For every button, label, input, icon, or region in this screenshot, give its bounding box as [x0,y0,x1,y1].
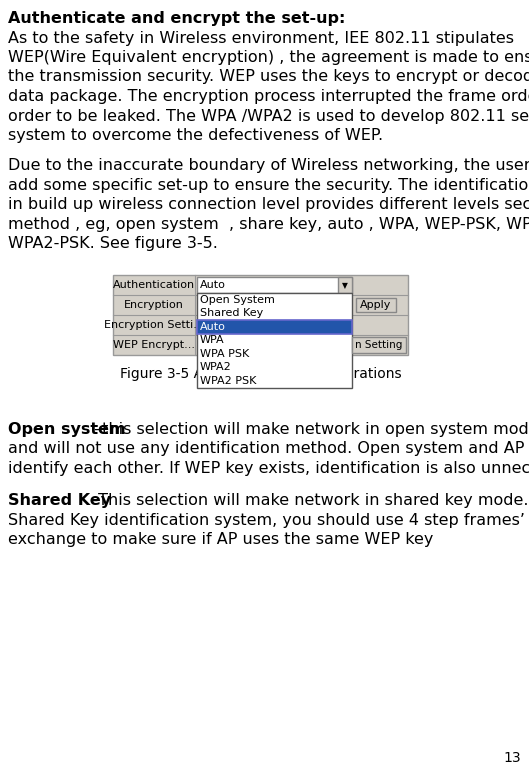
Text: exchange to make sure if AP uses the same WEP key: exchange to make sure if AP uses the sam… [8,532,433,547]
Text: Open system: Open system [8,422,125,437]
Bar [338,278,352,293]
Text: Authenticate and encrypt the set-up:: Authenticate and encrypt the set-up: [8,11,345,26]
Text: Shared Key identification system, you should use 4 step frames’: Shared Key identification system, you sh… [8,512,525,527]
Text: Figure 3-5 Authentication Configurations: Figure 3-5 Authentication Configurations [120,367,402,381]
Text: WEP Encrypt...: WEP Encrypt... [113,340,195,350]
Bar [197,320,352,334]
Text: WPA2: WPA2 [200,363,232,373]
Text: As to the safety in Wireless environment, IEE 802.11 stipulates: As to the safety in Wireless environment… [8,30,514,46]
Text: Encryption Setti...: Encryption Setti... [104,320,204,330]
Text: system to overcome the defectiveness of WEP.: system to overcome the defectiveness of … [8,128,383,143]
Text: Shared Key: Shared Key [200,308,263,318]
Text: –this selection will make network in open system mode,: –this selection will make network in ope… [89,422,529,437]
Text: in build up wireless connection level provides different levels security: in build up wireless connection level pr… [8,197,529,213]
Text: Open System: Open System [200,295,275,305]
Text: Authentication: Authentication [113,281,195,290]
Text: –This selection will make network in shared key mode. In: –This selection will make network in sha… [85,493,529,508]
Text: order to be leaked. The WPA /WPA2 is used to develop 802.11 security: order to be leaked. The WPA /WPA2 is use… [8,108,529,124]
Text: identify each other. If WEP key exists, identification is also unnecessary.: identify each other. If WEP key exists, … [8,461,529,476]
Text: Auto: Auto [200,281,226,290]
Text: method , eg, open system  , share key, auto , WPA, WEP-PSK, WPA2,: method , eg, open system , share key, au… [8,216,529,232]
Text: 13: 13 [504,751,521,765]
Text: data package. The encryption process interrupted the frame order in: data package. The encryption process int… [8,89,529,104]
Bar [197,278,352,293]
Text: Apply: Apply [360,300,391,310]
Text: Encryption: Encryption [124,300,184,310]
Bar [197,293,352,388]
Text: WPA PSK: WPA PSK [200,349,249,359]
Text: WPA: WPA [200,335,225,346]
Text: and will not use any identification method. Open system and AP will: and will not use any identification meth… [8,441,529,456]
Text: Due to the inaccurate boundary of Wireless networking, the user should: Due to the inaccurate boundary of Wirele… [8,158,529,173]
Bar [356,298,396,312]
Text: add some specific set-up to ensure the security. The identification way: add some specific set-up to ensure the s… [8,178,529,192]
Bar [113,275,408,356]
Text: WEP(Wire Equivalent encryption) , the agreement is made to ensure: WEP(Wire Equivalent encryption) , the ag… [8,50,529,65]
Text: ▼: ▼ [342,281,348,290]
Bar [352,337,406,353]
Text: the transmission security. WEP uses the keys to encrypt or decode the: the transmission security. WEP uses the … [8,70,529,84]
Text: Auto: Auto [200,322,226,332]
Text: WPA2-PSK. See figure 3-5.: WPA2-PSK. See figure 3-5. [8,237,218,251]
Text: n Setting: n Setting [355,340,403,350]
Text: WPA2 PSK: WPA2 PSK [200,376,257,386]
Text: Shared Key: Shared Key [8,493,111,508]
